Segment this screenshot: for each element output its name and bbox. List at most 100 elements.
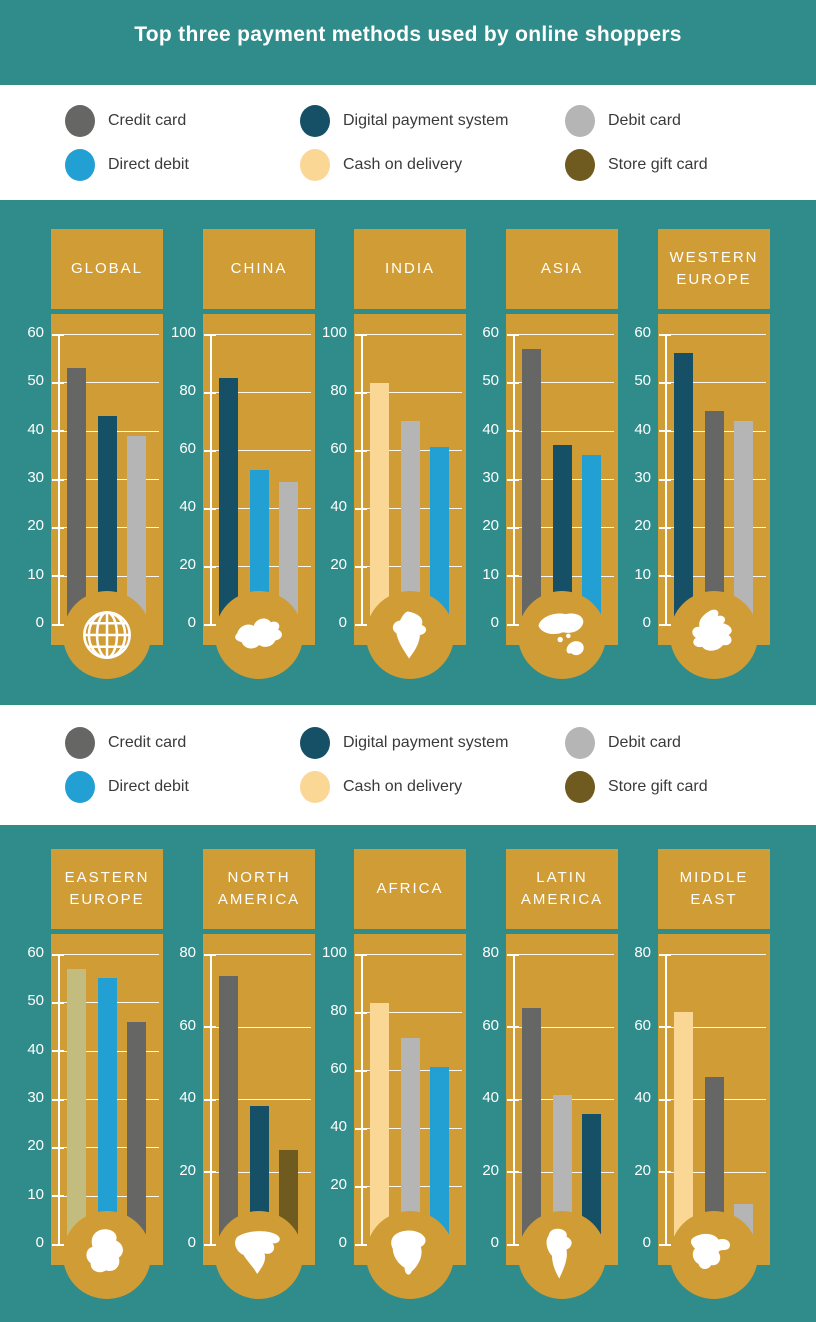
gridline-60	[513, 1026, 614, 1028]
y-tick-label: 0	[187, 614, 196, 631]
chart-middle-east: MIDDLE EAST 0 20 40 60 80	[634, 825, 770, 1322]
bar-credit-card	[705, 411, 724, 645]
bar-debit-card	[401, 421, 420, 645]
gridline-60	[665, 334, 766, 335]
gridline-60	[665, 1026, 766, 1028]
bar-cash-on-delivery	[674, 1012, 693, 1265]
y-tick-label: 100	[170, 324, 196, 341]
y-tick-label: 20	[179, 556, 196, 573]
y-tick-label: 20	[27, 517, 44, 535]
gridline-50	[665, 382, 766, 384]
y-tick-label: 40	[634, 1089, 651, 1106]
gridline-60	[210, 450, 311, 451]
bar-direct-debit	[430, 447, 449, 645]
y-tick-label: 80	[634, 944, 651, 961]
y-tick-label: 60	[27, 324, 44, 341]
y-tick-label: 10	[634, 565, 651, 583]
bar-credit-card	[219, 975, 238, 1265]
legend-item-label: Credit card	[108, 111, 187, 129]
y-tick-label: 0	[35, 614, 44, 631]
gridline-100	[361, 334, 462, 335]
y-tick-label: 60	[634, 1016, 651, 1034]
store-gift-card-swatch	[565, 771, 595, 803]
gridline-50	[513, 382, 614, 384]
y-tick-label: 80	[179, 382, 196, 399]
y-axis-line	[513, 954, 515, 1245]
chart-africa: AFRICA 0 20 40 60 80 100	[322, 825, 466, 1322]
y-tick-label: 30	[27, 1089, 44, 1106]
chart-panel: 0 20 40 60 80 100	[171, 314, 315, 679]
bar-digital-payment-system	[219, 377, 238, 645]
credit-card-swatch	[65, 104, 95, 137]
gridline-80	[361, 392, 462, 393]
y-tick-label: 10	[27, 565, 44, 583]
gridline-50	[58, 382, 159, 384]
legend-item-label: Store gift card	[608, 778, 708, 795]
y-tick-label: 0	[338, 614, 347, 631]
direct-debit-swatch	[65, 771, 95, 803]
chart-china: CHINA 0 20 40 60 80 100	[171, 200, 315, 705]
region-badge	[366, 591, 454, 679]
y-tick-label: 40	[634, 420, 651, 438]
y-tick-label: 40	[179, 1089, 196, 1106]
y-axis-line	[665, 954, 667, 1245]
chart-north-america: NORTH AMERICA 0 20 40 60 80	[179, 825, 315, 1322]
legend-item-digital-payment-system: Digital payment system	[300, 104, 565, 137]
y-tick-label: 0	[338, 1234, 347, 1251]
bar-cash-on-delivery	[370, 383, 389, 645]
middle-east-map-icon	[690, 1233, 731, 1269]
legend-item-label: Cash on delivery	[343, 778, 463, 795]
y-tick-label: 60	[330, 1060, 347, 1077]
chart-panel: 0 10 20 30 40 50 60	[482, 314, 618, 679]
title-band: Top three payment methods used by online…	[0, 0, 816, 85]
legend-item-cash-on-delivery: Cash on delivery	[300, 148, 565, 181]
store-gift-card-swatch	[565, 148, 595, 181]
debit-card-swatch	[565, 104, 595, 137]
digital-payment-system-swatch	[300, 727, 330, 759]
legend-item-direct-debit: Direct debit	[65, 148, 300, 181]
gridline-80	[361, 1012, 462, 1013]
western-europe-map-icon	[692, 609, 732, 651]
region-title: MIDDLE EAST	[658, 849, 770, 929]
y-tick-label: 20	[330, 556, 347, 573]
gridline-80	[210, 954, 311, 955]
legend-item-credit-card: Credit card	[65, 727, 300, 759]
bar-direct-debit	[430, 1067, 449, 1265]
y-tick-label: 40	[482, 1089, 499, 1106]
chart-latin-america: LATIN AMERICA 0 20 40 60 80	[482, 825, 618, 1322]
direct-debit-swatch	[65, 148, 95, 181]
region-badge	[670, 1211, 758, 1299]
y-tick-label: 60	[482, 324, 499, 341]
region-title: ASIA	[506, 229, 618, 309]
y-tick-label: 60	[330, 440, 347, 457]
chart-india: INDIA 0 20 40 60 80 100	[322, 200, 466, 705]
bar-digital-payment-system	[674, 353, 693, 645]
legend-item-label: Digital payment system	[343, 734, 509, 751]
legend-band-bottom: Credit card Digital payment system Debit c…	[0, 705, 816, 825]
gridline-60	[513, 334, 614, 335]
legend-item-label: Digital payment system	[343, 111, 509, 129]
bar-direct-debit	[582, 454, 601, 645]
legend-item-label: Debit card	[608, 111, 681, 129]
region-badge	[670, 591, 758, 679]
y-tick-label: 40	[27, 1040, 44, 1058]
y-axis-line	[210, 954, 212, 1245]
y-tick-label: 20	[482, 1161, 499, 1179]
chart-asia: ASIA 0 10 20 30 40 50 60	[482, 200, 618, 705]
y-tick-label: 60	[179, 440, 196, 457]
gridline-60	[58, 334, 159, 335]
y-tick-label: 80	[179, 944, 196, 961]
y-tick-label: 0	[642, 614, 651, 631]
y-tick-label: 60	[27, 944, 44, 961]
chart-panel: 0 20 40 60 80	[634, 934, 770, 1299]
y-tick-label: 40	[27, 420, 44, 438]
chart-panel: 0 20 40 60 80	[179, 934, 315, 1299]
y-tick-label: 60	[634, 324, 651, 341]
y-tick-label: 20	[330, 1176, 347, 1193]
y-tick-label: 80	[482, 944, 499, 961]
chart-global: GLOBAL 0 10 20 30 40 50 60	[27, 200, 163, 705]
y-axis-line	[58, 954, 60, 1245]
bar-debit-card	[401, 1038, 420, 1265]
gridline-80	[210, 392, 311, 393]
region-badge	[366, 1211, 454, 1299]
